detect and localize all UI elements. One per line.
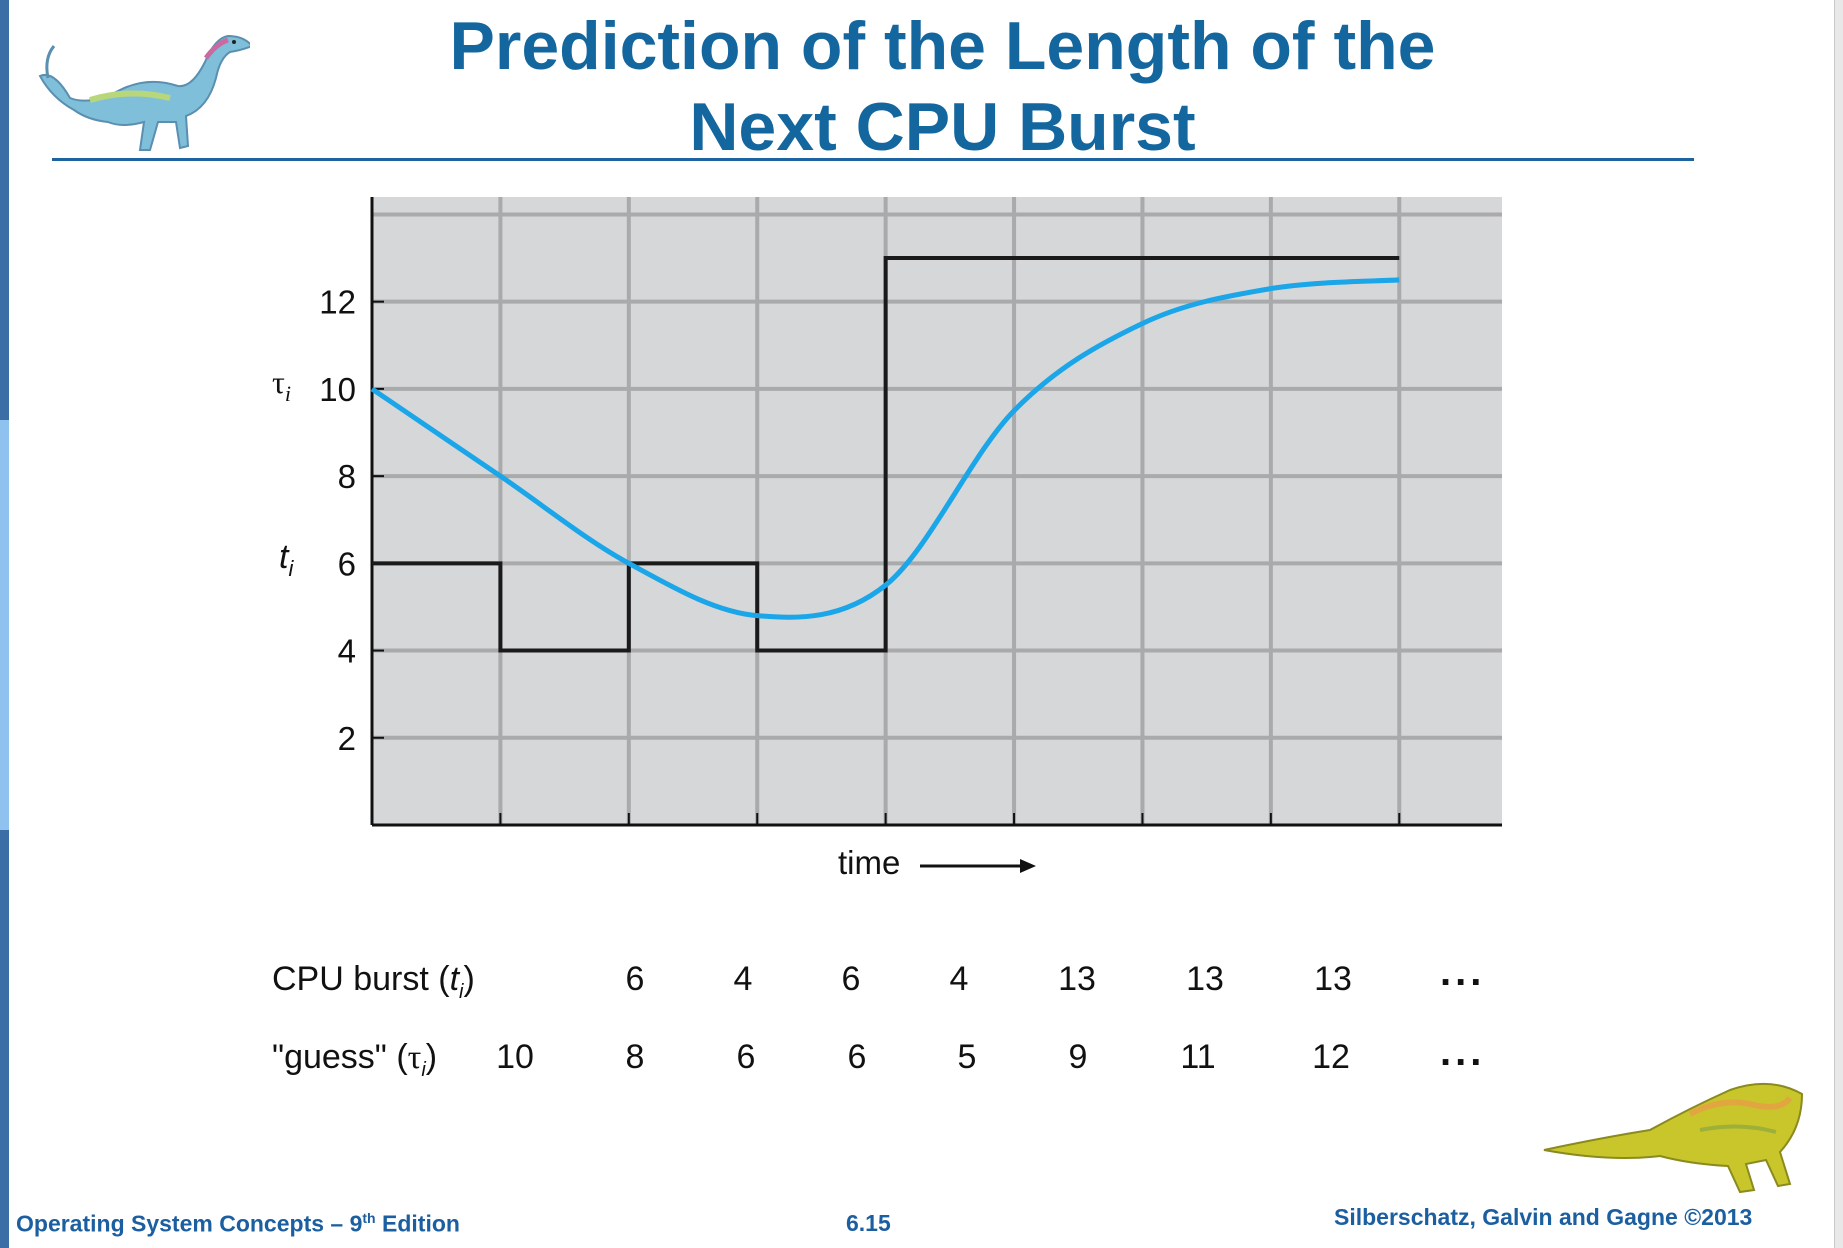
guess-value: 10 — [496, 1038, 534, 1076]
y-tick-label: 2 — [338, 720, 356, 757]
cpu-burst-value: 4 — [733, 960, 753, 998]
cpu-burst-row-label: CPU burst (ti) — [272, 960, 475, 1003]
dinosaur-logo-top — [38, 34, 250, 151]
guess-value: 9 — [1068, 1038, 1088, 1076]
y-tick-label: 10 — [319, 371, 356, 408]
time-arrow-icon — [920, 859, 1036, 873]
guess-row-label: "guess" (τi) — [272, 1038, 438, 1081]
y-tick-labels: 12 10 8 6 4 2 — [319, 284, 356, 757]
left-accent-highlight — [0, 420, 9, 830]
cpu-burst-value: 13 — [1314, 960, 1352, 998]
cpu-burst-value: 13 — [1186, 960, 1224, 998]
y-tick-label: 6 — [338, 545, 356, 582]
time-axis-label: time — [838, 844, 900, 881]
guess-ellipsis: ... — [1440, 1030, 1486, 1074]
chart-axes — [370, 197, 1502, 827]
guess-value: 12 — [1312, 1038, 1350, 1076]
slide-title: Prediction of the Length of the Next CPU… — [340, 6, 1545, 168]
guess-value: 6 — [847, 1038, 867, 1076]
guess-value: 11 — [1180, 1038, 1216, 1076]
tau-i-axis-label: τi — [272, 364, 291, 406]
cpu-burst-value: 6 — [625, 960, 645, 998]
cpu-burst-chart: 12 10 8 6 4 2 τi ti time — [272, 197, 1502, 881]
title-underline — [52, 158, 1694, 161]
y-tick-label: 4 — [338, 633, 356, 670]
footer-book-title: Operating System Concepts – 9th Edition — [16, 1210, 460, 1237]
cpu-burst-value: 6 — [841, 960, 861, 998]
cpu-burst-ellipsis: ... — [1440, 950, 1486, 994]
predicted-burst-curve — [370, 277, 1400, 620]
slide-title-line-2: Next CPU Burst — [689, 89, 1196, 165]
plot-area — [372, 197, 1502, 825]
guess-value: 5 — [957, 1038, 977, 1076]
dinosaur-logo-bottom — [1543, 1082, 1804, 1194]
guess-value: 8 — [625, 1038, 645, 1076]
footer-page-number: 6.15 — [846, 1210, 891, 1236]
slide-title-line-1: Prediction of the Length of the — [449, 8, 1436, 84]
footer-copyright: Silberschatz, Galvin and Gagne ©2013 — [1334, 1204, 1753, 1230]
actual-burst-step-line — [372, 256, 1400, 653]
t-i-axis-label: ti — [279, 538, 294, 581]
y-tick-label: 12 — [319, 284, 356, 321]
y-tick-label: 8 — [338, 458, 356, 495]
right-edge-border — [1834, 0, 1843, 1248]
guess-value: 6 — [736, 1038, 756, 1076]
cpu-burst-value: 4 — [949, 960, 969, 998]
cpu-burst-value: 13 — [1058, 960, 1096, 998]
